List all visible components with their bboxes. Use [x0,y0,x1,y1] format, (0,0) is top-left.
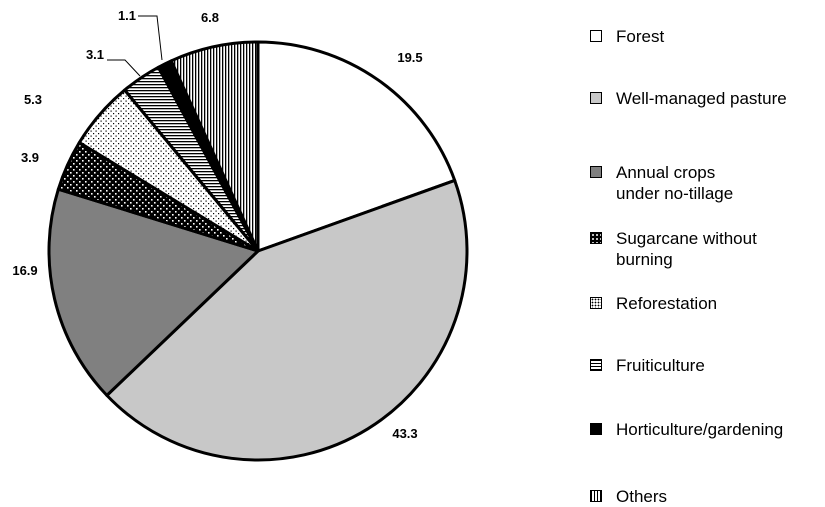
legend-item: Well-managed pasture [590,88,787,109]
slice-value-label: 6.8 [201,10,219,25]
pie-slice [169,40,260,253]
legend-swatch [590,92,602,104]
leader-line [107,59,141,77]
legend-label: Fruiticulture [616,356,705,375]
slice-value-label: 3.9 [21,150,39,165]
legend-label: Others [616,487,668,506]
legend-label: Annual crops under no-tillage [616,163,734,203]
legend-item: Forest [590,26,664,47]
slice-value-label: 16.9 [12,263,37,278]
slice-value-label: 19.5 [397,50,422,65]
legend-label: Sugarcane without burning [616,229,757,269]
legend-label: Horticulture/gardening [616,420,784,439]
legend-swatch [590,30,602,42]
legend-item: Reforestation [590,293,717,314]
slice-value-label: 5.3 [24,92,42,107]
legend-item: Others [590,486,667,507]
legend-item: Fruiticulture [590,355,705,376]
legend-item: Sugarcane without burning [590,228,757,270]
legend-swatch [590,490,602,502]
slice-value-label: 43.3 [392,426,417,441]
leader-line [138,15,163,61]
pie-slice [105,178,469,462]
legend-swatch [590,423,602,435]
legend-swatch [590,166,602,178]
slice-value-label: 1.1 [118,8,136,23]
legend-label: Reforestation [616,294,718,313]
legend-swatch [590,359,602,371]
legend-item: Horticulture/gardening [590,419,783,440]
legend-swatch [590,232,602,244]
legend-swatch [590,297,602,309]
pie-slice [47,187,260,397]
legend-label: Well-managed pasture [616,89,787,108]
slice-value-label: 3.1 [86,47,104,62]
legend-item: Annual crops under no-tillage [590,162,733,204]
legend-label: Forest [616,27,665,46]
pie-slice [256,40,457,253]
